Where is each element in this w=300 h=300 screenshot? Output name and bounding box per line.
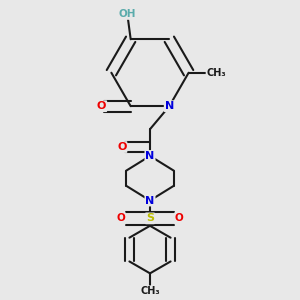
Text: S: S [146,213,154,224]
Text: O: O [117,142,127,152]
Text: CH₃: CH₃ [140,286,160,296]
Text: O: O [175,213,184,224]
Text: O: O [116,213,125,224]
Text: OH: OH [119,9,136,19]
Text: CH₃: CH₃ [206,68,226,78]
Text: N: N [146,151,154,161]
Text: N: N [165,101,174,111]
Text: O: O [97,101,106,111]
Text: N: N [146,196,154,206]
